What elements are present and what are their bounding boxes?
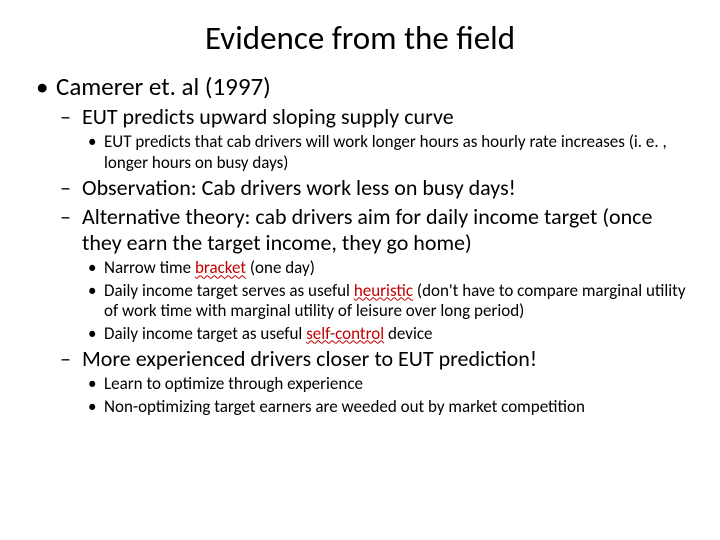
- item-text: Observation: Cab drivers work less on bu…: [82, 174, 516, 201]
- item-text: EUT predicts that cab drivers will work …: [104, 131, 667, 172]
- bullet-list-level-3: EUT predicts that cab drivers will work …: [82, 132, 690, 173]
- list-item: Camerer et. al (1997) EUT predicts upwar…: [30, 72, 690, 417]
- list-item: Learn to optimize through experience: [82, 374, 690, 394]
- list-item: Alternative theory: cab drivers aim for …: [56, 204, 690, 344]
- item-text: More experienced drivers closer to EUT p…: [82, 345, 537, 372]
- list-item: More experienced drivers closer to EUT p…: [56, 346, 690, 417]
- list-item: EUT predicts upward sloping supply curve…: [56, 104, 690, 173]
- spellcheck-underline: heuristic: [354, 280, 413, 301]
- item-text-post: device: [384, 323, 432, 344]
- item-text-post: (one day): [246, 257, 315, 278]
- item-text-pre: Daily income target as useful: [104, 323, 306, 344]
- list-item: Narrow time bracket (one day): [82, 258, 690, 278]
- item-text-pre: Daily income target serves as useful: [104, 280, 354, 301]
- bullet-list-level-3: Learn to optimize through experience Non…: [82, 374, 690, 417]
- item-text-pre: Narrow time: [104, 257, 195, 278]
- item-text: Camerer et. al (1997): [56, 71, 271, 102]
- list-item: Observation: Cab drivers work less on bu…: [56, 175, 690, 201]
- item-text: Alternative theory: cab drivers aim for …: [82, 203, 652, 256]
- list-item: Daily income target serves as useful heu…: [82, 281, 690, 322]
- spellcheck-underline: bracket: [195, 257, 246, 278]
- item-text: EUT predicts upward sloping supply curve: [82, 103, 454, 130]
- item-text: Learn to optimize through experience: [104, 373, 363, 394]
- slide-title: Evidence from the field: [30, 18, 690, 58]
- list-item: Daily income target as useful self-contr…: [82, 324, 690, 344]
- bullet-list-level-1: Camerer et. al (1997) EUT predicts upwar…: [30, 72, 690, 417]
- spellcheck-underline: self-control: [306, 323, 384, 344]
- list-item: Non-optimizing target earners are weeded…: [82, 397, 690, 417]
- bullet-list-level-2: EUT predicts upward sloping supply curve…: [56, 104, 690, 417]
- bullet-list-level-3: Narrow time bracket (one day) Daily inco…: [82, 258, 690, 344]
- item-text: Non-optimizing target earners are weeded…: [104, 396, 585, 417]
- list-item: EUT predicts that cab drivers will work …: [82, 132, 690, 173]
